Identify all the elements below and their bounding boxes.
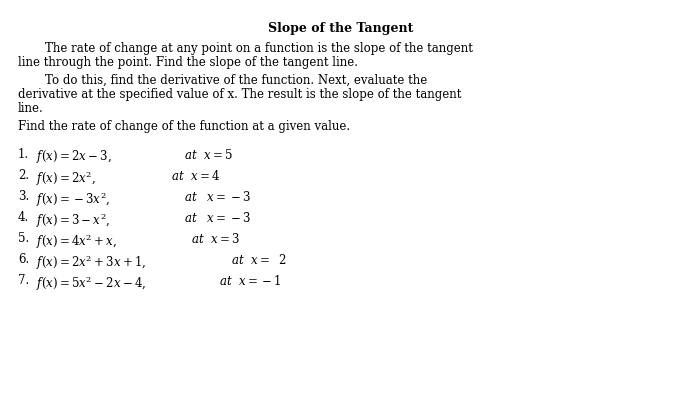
Text: 3.: 3. <box>18 190 29 203</box>
Text: $f(x) = 2x - 3,$: $f(x) = 2x - 3,$ <box>36 148 112 165</box>
Text: 7.: 7. <box>18 274 29 287</box>
Text: line through the point. Find the slope of the tangent line.: line through the point. Find the slope o… <box>18 56 358 69</box>
Text: $\mathit{at}$  $x = \ \ 2$: $\mathit{at}$ $x = \ \ 2$ <box>231 253 287 267</box>
Text: 4.: 4. <box>18 211 29 224</box>
Text: To do this, find the derivative of the function. Next, evaluate the: To do this, find the derivative of the f… <box>30 74 427 87</box>
Text: $\mathit{at}$  $x = -1$: $\mathit{at}$ $x = -1$ <box>219 274 281 288</box>
Text: line.: line. <box>18 102 44 115</box>
Text: $\mathit{at}$  $x = 4$: $\mathit{at}$ $x = 4$ <box>171 169 220 183</box>
Text: $\mathit{at}$   $x = -3$: $\mathit{at}$ $x = -3$ <box>184 211 251 225</box>
Text: $f(x) = 2x^2 + 3x + 1,$: $f(x) = 2x^2 + 3x + 1,$ <box>36 253 146 272</box>
Text: $\mathit{at}$   $x = -3$: $\mathit{at}$ $x = -3$ <box>184 190 251 204</box>
Text: Find the rate of change of the function at a given value.: Find the rate of change of the function … <box>18 120 350 133</box>
Text: $f(x) = -3x^2,$: $f(x) = -3x^2,$ <box>36 190 110 209</box>
Text: Slope of the Tangent: Slope of the Tangent <box>268 22 414 35</box>
Text: 1.: 1. <box>18 148 29 161</box>
Text: $f(x) = 4x^2 + x,$: $f(x) = 4x^2 + x,$ <box>36 232 117 251</box>
Text: derivative at the specified value of x. The result is the slope of the tangent: derivative at the specified value of x. … <box>18 88 462 101</box>
Text: $\mathit{at}$  $x = 3$: $\mathit{at}$ $x = 3$ <box>191 232 240 246</box>
Text: $f(x) = 2x^2,$: $f(x) = 2x^2,$ <box>36 169 96 188</box>
Text: $f(x) = 5x^2 - 2x - 4,$: $f(x) = 5x^2 - 2x - 4,$ <box>36 274 146 293</box>
Text: 2.: 2. <box>18 169 29 182</box>
Text: 6.: 6. <box>18 253 29 266</box>
Text: $f(x) = 3 - x^2,$: $f(x) = 3 - x^2,$ <box>36 211 110 230</box>
Text: 5.: 5. <box>18 232 29 245</box>
Text: The rate of change at any point on a function is the slope of the tangent: The rate of change at any point on a fun… <box>30 42 473 55</box>
Text: $\mathit{at}$  $x = 5$: $\mathit{at}$ $x = 5$ <box>184 148 233 162</box>
